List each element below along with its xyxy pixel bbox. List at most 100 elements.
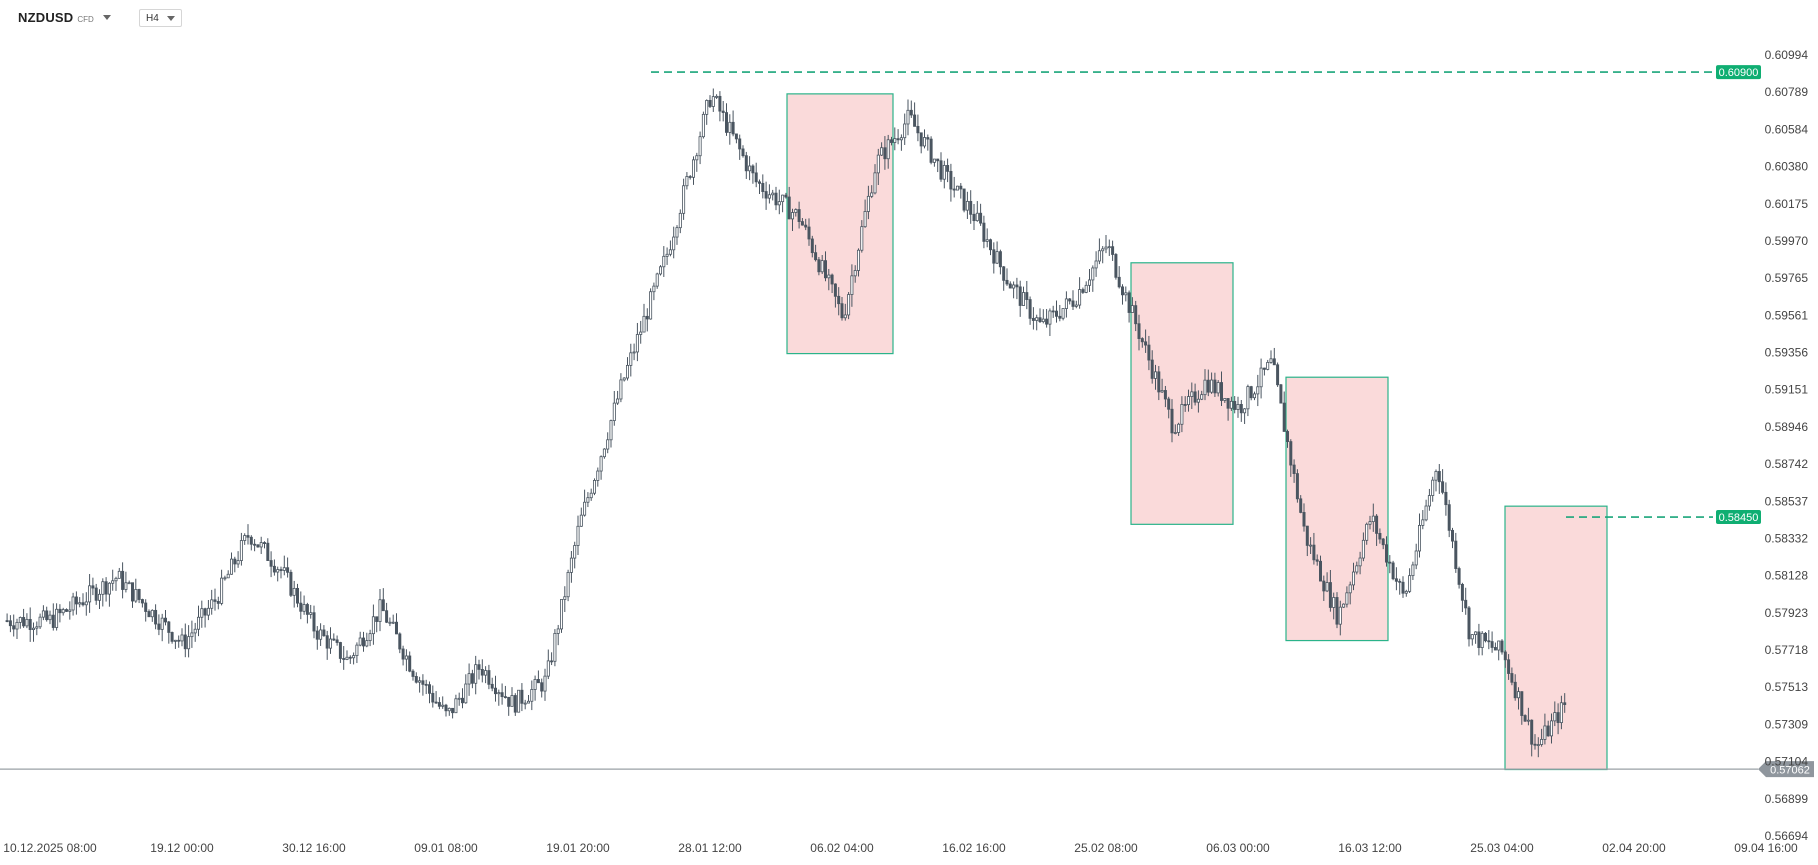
candle-body xyxy=(936,158,940,162)
candle-body xyxy=(414,676,418,683)
price-tick-label: 0.59765 xyxy=(1765,271,1809,285)
candle-body xyxy=(1507,659,1511,674)
candle-body xyxy=(1460,584,1464,601)
price-tick-label: 0.56694 xyxy=(1765,829,1809,843)
candle-body xyxy=(688,176,692,178)
candle-body xyxy=(1497,640,1501,651)
candle-body xyxy=(1332,597,1336,608)
candle-body xyxy=(1111,246,1115,255)
candle-body xyxy=(332,638,336,641)
candle-body xyxy=(893,138,897,143)
candle-body xyxy=(840,303,844,319)
candle-body xyxy=(609,420,613,441)
candle-body xyxy=(1543,725,1547,740)
candle-body xyxy=(68,609,72,612)
candle-body xyxy=(55,608,59,628)
candle-body xyxy=(1484,632,1488,642)
candle-body xyxy=(1533,743,1537,746)
price-tick-label: 0.60994 xyxy=(1765,48,1809,62)
level-price-tag xyxy=(1716,510,1761,525)
candle-body xyxy=(632,351,636,354)
candle-body xyxy=(1361,539,1365,559)
candle-body xyxy=(1365,523,1369,541)
candle-body xyxy=(906,109,910,125)
candle-body xyxy=(553,633,557,662)
candle-body xyxy=(659,266,663,275)
candle-body xyxy=(682,185,686,214)
candle-body xyxy=(1160,390,1164,393)
candle-body xyxy=(540,682,544,692)
candle-body xyxy=(573,545,577,559)
candle-body xyxy=(771,192,775,196)
candle-body xyxy=(1193,391,1197,403)
candle-body xyxy=(926,137,930,140)
candle-body xyxy=(328,638,332,649)
candle-body xyxy=(1150,359,1154,379)
candle-body xyxy=(985,239,989,242)
candle-body xyxy=(25,618,29,627)
candle-body xyxy=(767,194,771,199)
candle-body xyxy=(606,439,610,450)
candle-body xyxy=(1025,292,1029,300)
candle-body xyxy=(1269,358,1273,363)
candle-body xyxy=(1226,398,1230,409)
candle-body xyxy=(916,125,920,134)
candle-body xyxy=(292,587,296,596)
price-tick-label: 0.57104 xyxy=(1765,755,1809,769)
candle-body xyxy=(1427,495,1431,507)
candle-body xyxy=(1163,390,1167,400)
timeframe-select[interactable]: H4 xyxy=(139,9,182,27)
candle-body xyxy=(923,137,927,147)
symbol-selector[interactable]: NZDUSD CFD xyxy=(18,10,111,25)
candle-body xyxy=(919,132,923,147)
price-tick-label: 0.59561 xyxy=(1765,308,1809,322)
candle-body xyxy=(200,608,204,618)
candle-body xyxy=(266,542,270,561)
candle-body xyxy=(1256,386,1260,395)
candle-body xyxy=(1385,544,1389,563)
candle-body xyxy=(563,596,567,600)
candle-body xyxy=(833,283,837,297)
candle-body xyxy=(213,599,217,602)
price-tick-label: 0.58742 xyxy=(1765,457,1809,471)
candle-body xyxy=(1480,632,1484,648)
candle-body xyxy=(299,602,303,612)
candle-body xyxy=(1200,394,1204,400)
candle-body xyxy=(523,702,527,705)
candle-body xyxy=(843,314,847,319)
candle-body xyxy=(1467,607,1471,640)
candle-body xyxy=(593,480,597,494)
candle-body xyxy=(1319,560,1323,582)
price-axis: 0.60994 0.60789 0.60584 0.60380 0.60175 0.599… xyxy=(1765,48,1809,843)
candle-body xyxy=(460,697,464,704)
candle-body xyxy=(45,610,49,621)
candle-body xyxy=(1375,515,1379,534)
candle-body xyxy=(758,181,762,184)
candle-body xyxy=(424,683,428,686)
candle-body xyxy=(256,544,260,548)
candle-body xyxy=(1018,286,1022,306)
candle-body xyxy=(325,635,329,649)
candle-body xyxy=(1213,379,1217,394)
candle-body xyxy=(236,560,240,565)
candle-body xyxy=(820,260,824,273)
candle-body xyxy=(1051,310,1055,313)
candles-layer xyxy=(5,88,1567,758)
candle-body xyxy=(1517,691,1521,699)
candle-body xyxy=(1556,712,1560,724)
candle-body xyxy=(761,182,765,192)
candle-body xyxy=(533,679,537,690)
candle-body xyxy=(220,577,224,604)
candle-body xyxy=(569,557,573,573)
time-tick-label: 06.02 04:00 xyxy=(810,841,874,855)
candle-body xyxy=(1243,408,1247,414)
price-tick-label: 0.57718 xyxy=(1765,643,1809,657)
candle-body xyxy=(1005,279,1009,285)
candle-body xyxy=(15,621,19,630)
candle-body xyxy=(203,608,207,616)
candle-body xyxy=(929,138,933,163)
candle-body xyxy=(381,599,385,612)
candle-body xyxy=(375,616,379,622)
candle-body xyxy=(1266,362,1270,370)
